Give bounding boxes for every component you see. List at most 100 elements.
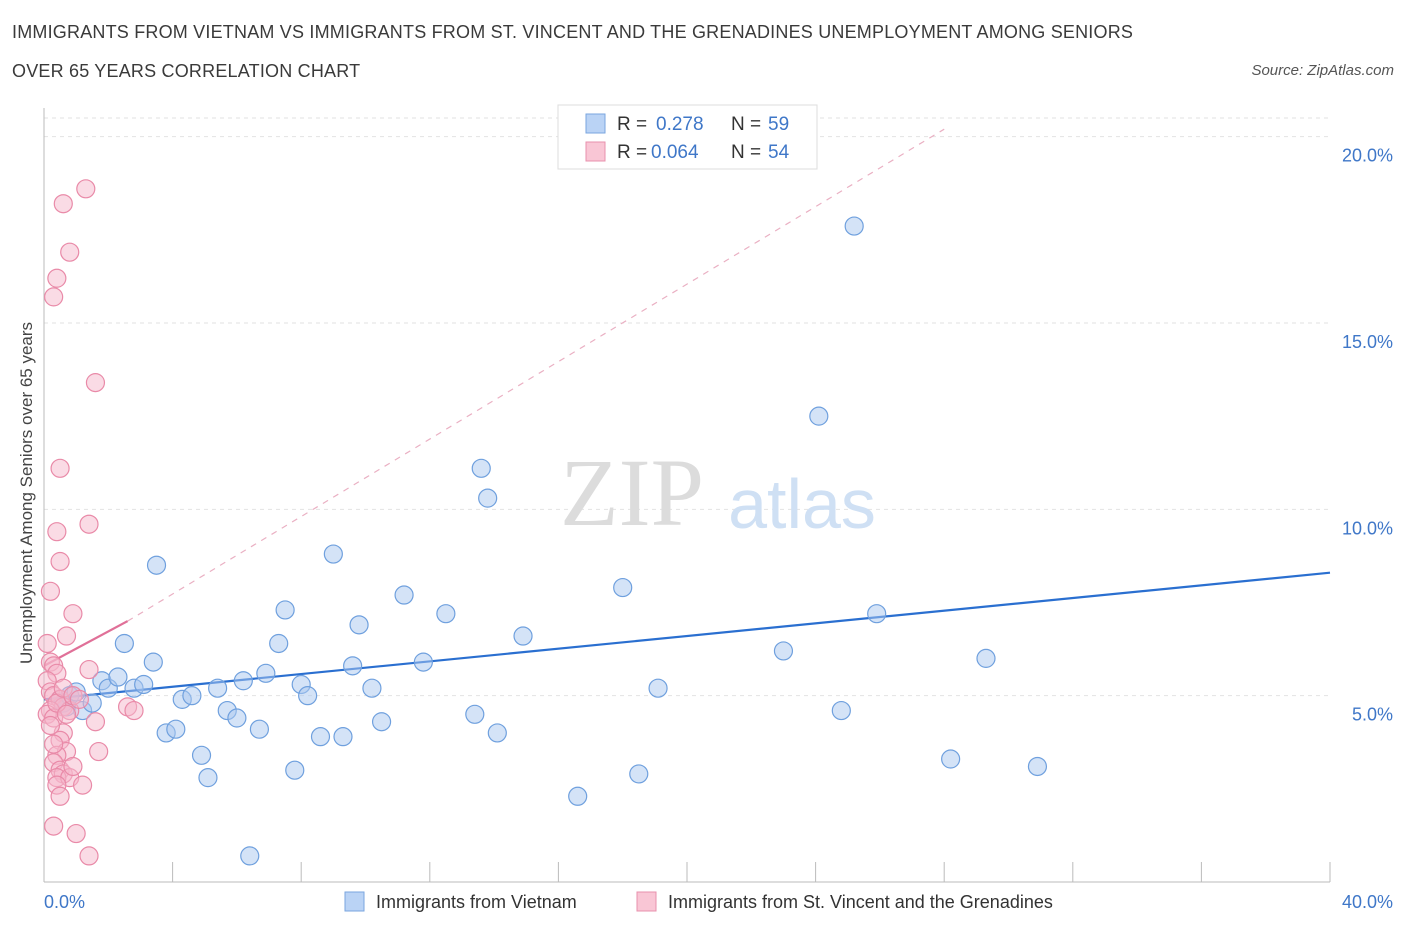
legend-n-label-vietnam: N = xyxy=(731,114,761,135)
legend-box: R = 0.278 N = 59 R = 0.064 N = 54 xyxy=(557,104,818,170)
data-point-stvincent xyxy=(79,514,99,534)
watermark-zip: ZIP xyxy=(560,439,704,546)
data-point-vietnam xyxy=(134,674,154,695)
bottom-legend-label-vietnam: Immigrants from Vietnam xyxy=(376,892,577,912)
data-point-vietnam xyxy=(298,686,318,706)
y-tick-label: 20.0% xyxy=(1342,146,1393,166)
data-point-vietnam xyxy=(831,700,851,721)
data-point-stvincent xyxy=(69,689,89,709)
legend-r-label-stvincent: R = xyxy=(617,142,647,163)
data-point-vietnam xyxy=(208,678,228,698)
chart-title-line2: OVER 65 YEARS CORRELATION CHART xyxy=(12,61,361,81)
data-point-vietnam xyxy=(613,577,633,598)
axis-layer: 5.0% 10.0% 15.0% 20.0% 0.0% 40.0% xyxy=(43,108,1393,912)
bottom-legend-swatch-vietnam xyxy=(344,891,365,912)
data-point-stvincent xyxy=(85,712,106,732)
data-point-vietnam xyxy=(182,686,202,706)
data-point-stvincent xyxy=(44,816,64,836)
grid-layer xyxy=(44,117,1330,697)
data-point-vietnam xyxy=(568,786,588,806)
data-point-stvincent xyxy=(50,458,70,478)
legend-r-value-vietnam: 0.278 xyxy=(656,114,704,135)
data-point-vietnam xyxy=(809,406,829,426)
data-point-stvincent xyxy=(56,626,77,646)
trend-layer xyxy=(43,128,1331,701)
data-point-vietnam xyxy=(976,648,996,668)
data-point-vietnam xyxy=(413,652,433,672)
watermark-atlas: atlas xyxy=(728,465,876,543)
data-point-vietnam xyxy=(108,667,128,687)
data-point-stvincent xyxy=(40,715,61,736)
data-point-vietnam xyxy=(343,656,363,676)
data-point-vietnam xyxy=(146,555,167,575)
data-point-stvincent xyxy=(79,659,99,680)
data-point-stvincent xyxy=(85,373,106,393)
legend-n-label-stvincent: N = xyxy=(731,142,761,163)
data-point-vietnam xyxy=(371,712,392,732)
data-point-vietnam xyxy=(941,749,961,769)
data-point-vietnam xyxy=(867,604,887,624)
data-point-stvincent xyxy=(124,700,144,721)
bottom-legend-swatch-stvincent xyxy=(636,891,657,912)
data-point-vietnam xyxy=(249,719,270,739)
data-point-vietnam xyxy=(478,488,498,508)
data-point-vietnam xyxy=(114,633,134,654)
data-point-vietnam xyxy=(1027,756,1048,777)
data-point-stvincent xyxy=(37,633,57,654)
data-point-stvincent xyxy=(50,551,70,572)
data-point-vietnam xyxy=(240,846,260,866)
data-point-stvincent xyxy=(40,581,61,601)
data-point-vietnam xyxy=(166,719,186,739)
data-point-stvincent xyxy=(72,775,93,795)
data-point-vietnam xyxy=(333,727,353,747)
legend-swatch-vietnam xyxy=(585,113,606,134)
data-point-vietnam xyxy=(487,723,507,743)
data-point-vietnam xyxy=(629,764,649,784)
data-point-vietnam xyxy=(844,216,864,236)
data-point-vietnam xyxy=(349,615,369,635)
y-tick-label: 5.0% xyxy=(1352,705,1393,725)
data-point-stvincent xyxy=(50,786,70,806)
data-point-vietnam xyxy=(285,760,305,780)
data-point-stvincent xyxy=(44,287,64,307)
y-axis-label: Unemployment Among Seniors over 65 years xyxy=(17,322,36,664)
y-tick-label: 10.0% xyxy=(1342,518,1393,538)
data-point-stvincent xyxy=(53,194,73,214)
source-label: Source: ZipAtlas.com xyxy=(1251,62,1394,79)
data-point-vietnam xyxy=(191,745,212,765)
data-point-vietnam xyxy=(471,458,491,478)
data-point-vietnam xyxy=(143,652,163,672)
data-point-vietnam xyxy=(198,768,218,788)
data-point-vietnam xyxy=(269,633,289,654)
data-point-stvincent xyxy=(44,734,64,754)
y-tick-label: 15.0% xyxy=(1342,332,1393,352)
x-tick-label: 40.0% xyxy=(1342,892,1393,912)
data-point-stvincent xyxy=(60,242,80,262)
data-point-stvincent xyxy=(47,268,67,288)
data-point-vietnam xyxy=(773,641,794,661)
legend-n-value-vietnam: 59 xyxy=(768,114,789,135)
data-point-vietnam xyxy=(256,663,276,683)
x-tick-label: 0.0% xyxy=(44,892,85,912)
data-point-stvincent xyxy=(47,522,67,542)
data-point-vietnam xyxy=(513,626,533,646)
data-point-stvincent xyxy=(79,846,99,866)
data-point-stvincent xyxy=(63,756,83,777)
legend-r-label-vietnam: R = xyxy=(617,114,647,135)
watermark: ZIP atlas xyxy=(560,439,876,546)
data-point-stvincent xyxy=(66,823,86,844)
data-point-vietnam xyxy=(362,678,382,698)
bottom-legend: Immigrants from Vietnam Immigrants from … xyxy=(344,891,1053,912)
data-point-stvincent xyxy=(63,604,83,624)
data-point-vietnam xyxy=(465,704,485,724)
bottom-legend-label-stvincent: Immigrants from St. Vincent and the Gren… xyxy=(668,892,1053,912)
chart-title-line1: IMMIGRANTS FROM VIETNAM VS IMMIGRANTS FR… xyxy=(12,22,1134,42)
data-point-vietnam xyxy=(323,544,343,564)
data-point-vietnam xyxy=(648,678,668,698)
data-point-vietnam xyxy=(394,585,414,605)
data-point-vietnam xyxy=(233,671,253,691)
legend-r-value-stvincent: 0.064 xyxy=(651,142,699,163)
data-point-vietnam xyxy=(310,727,331,747)
legend-swatch-stvincent xyxy=(585,141,606,162)
